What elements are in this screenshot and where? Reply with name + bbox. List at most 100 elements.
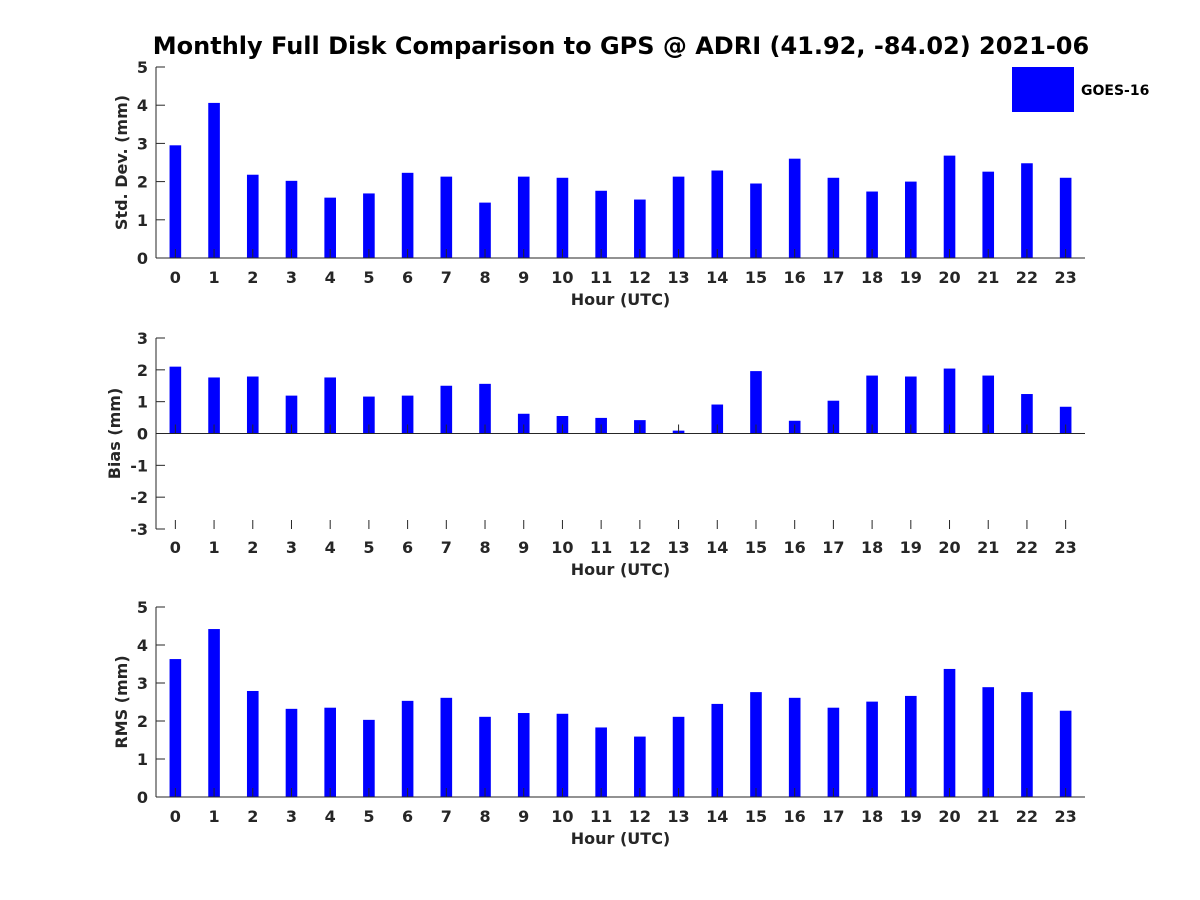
bias-y-tick-label: -2: [130, 488, 148, 507]
rms-y-tick-label: 2: [137, 712, 148, 731]
bias-x-tick-label: 10: [551, 538, 573, 557]
std-dev-bar-hour-21: [982, 171, 995, 258]
std-dev-y-tick-label: 0: [137, 249, 148, 268]
rms-x-tick-label: 10: [551, 807, 573, 826]
rms-x-tick-label: 4: [325, 807, 336, 826]
rms-x-tick-label: 12: [629, 807, 651, 826]
bias-x-tick-label: 0: [170, 538, 181, 557]
rms-x-axis-label: Hour (UTC): [571, 829, 671, 848]
std-dev-x-tick-label: 22: [1016, 268, 1038, 287]
std-dev-bar-hour-16: [788, 158, 801, 258]
std-dev-bar-hour-17: [827, 177, 840, 258]
rms-y-axis-label: RMS (mm): [112, 655, 131, 748]
rms-bar-hour-14: [711, 703, 724, 797]
rms-x-tick-label: 14: [706, 807, 728, 826]
rms-x-tick-label: 2: [247, 807, 258, 826]
bias-x-tick-label: 9: [518, 538, 529, 557]
rms-bar-hour-3: [285, 708, 298, 797]
std-dev-x-tick-label: 4: [325, 268, 336, 287]
rms-x-tick-label: 9: [518, 807, 529, 826]
rms-x-tick-label: 1: [208, 807, 219, 826]
rms-bar-hour-7: [440, 697, 453, 797]
bias-bar-hour-17: [827, 400, 840, 434]
bias-y-tick-label: 3: [137, 329, 148, 348]
rms-x-tick-label: 8: [479, 807, 490, 826]
std-dev-bar-hour-19: [905, 181, 917, 258]
rms-x-tick-label: 11: [590, 807, 612, 826]
bias-x-tick-label: 13: [667, 538, 689, 557]
std-dev-bar-hour-9: [517, 176, 530, 258]
bias-x-tick-label: 14: [706, 538, 728, 557]
rms-bar-hour-16: [788, 697, 801, 797]
rms-x-tick-label: 0: [170, 807, 181, 826]
bias-bar-hour-0: [169, 366, 182, 434]
bias-x-tick-label: 18: [861, 538, 883, 557]
bias-x-tick-label: 11: [590, 538, 612, 557]
bias-bar-hour-20: [943, 368, 956, 434]
bias-bar-hour-5: [363, 396, 375, 434]
std-dev-y-tick-label: 2: [137, 173, 148, 192]
legend-swatch: [1012, 67, 1074, 112]
std-dev-y-tick-label: 3: [137, 134, 148, 153]
std-dev-x-axis-label: Hour (UTC): [571, 290, 671, 309]
rms-y-tick-label: 5: [137, 598, 148, 617]
std-dev-y-tick-label: 5: [137, 58, 148, 77]
bias-bar-hour-1: [208, 377, 220, 434]
bias-x-tick-label: 23: [1055, 538, 1077, 557]
std-dev-x-tick-label: 21: [977, 268, 999, 287]
std-dev-bar-hour-11: [595, 190, 607, 258]
std-dev-x-tick-label: 1: [208, 268, 219, 287]
bias-y-tick-label: -3: [130, 520, 148, 539]
std-dev-x-tick-label: 2: [247, 268, 258, 287]
bias-x-tick-label: 4: [325, 538, 336, 557]
std-dev-bar-hour-5: [363, 193, 375, 258]
bias-y-axis-label: Bias (mm): [105, 388, 124, 480]
std-dev-x-tick-label: 3: [286, 268, 297, 287]
std-dev-bar-hour-13: [672, 176, 685, 258]
std-dev-panel: 0 1 2 3 4 5 6 7 8 9 10 11 12 13 14 15 16 17 18 19 20 21 22 2301…: [112, 58, 1085, 309]
rms-x-tick-label: 22: [1016, 807, 1038, 826]
legend: GOES-16: [1012, 67, 1149, 112]
rms-x-tick-label: 17: [822, 807, 844, 826]
std-dev-bar-hour-0: [169, 145, 182, 258]
std-dev-x-tick-label: 18: [861, 268, 883, 287]
std-dev-x-tick-label: 8: [479, 268, 490, 287]
bias-bar-hour-7: [440, 385, 453, 434]
bias-bar-hour-8: [479, 383, 491, 434]
bias-x-tick-label: 20: [938, 538, 960, 557]
rms-bar-hour-13: [672, 716, 685, 797]
std-dev-bar-hour-15: [750, 183, 762, 258]
std-dev-bar-hour-7: [440, 176, 453, 258]
bias-x-tick-label: 8: [479, 538, 490, 557]
rms-x-tick-label: 19: [900, 807, 922, 826]
bias-x-tick-label: 17: [822, 538, 844, 557]
bias-y-tick-label: 1: [137, 393, 148, 412]
std-dev-bar-hour-4: [324, 197, 336, 258]
std-dev-x-tick-label: 11: [590, 268, 612, 287]
rms-bar-hour-6: [401, 700, 414, 797]
rms-x-tick-label: 20: [938, 807, 960, 826]
std-dev-x-tick-label: 5: [363, 268, 374, 287]
bias-x-tick-label: 2: [247, 538, 258, 557]
bias-x-tick-label: 12: [629, 538, 651, 557]
std-dev-bar-hour-20: [943, 155, 956, 258]
figure-title: Monthly Full Disk Comparison to GPS @ AD…: [153, 32, 1089, 60]
bias-panel: 0 1 2 3 4 5 6 7 8 9 10 11 12 13 14 15 16 17 18 19 20 21 22 23-3…: [105, 329, 1085, 579]
std-dev-x-tick-label: 12: [629, 268, 651, 287]
rms-x-tick-label: 7: [441, 807, 452, 826]
bias-x-tick-label: 6: [402, 538, 413, 557]
rms-y-tick-label: 3: [137, 674, 148, 693]
std-dev-bar-hour-22: [1021, 163, 1033, 258]
std-dev-bar-hour-6: [401, 172, 414, 258]
std-dev-bar-hour-8: [479, 202, 491, 258]
rms-x-tick-label: 3: [286, 807, 297, 826]
rms-bar-hour-9: [517, 713, 530, 797]
rms-bar-hour-5: [363, 719, 375, 797]
bias-y-tick-label: 2: [137, 361, 148, 380]
rms-bar-hour-19: [905, 695, 917, 797]
std-dev-y-tick-label: 1: [137, 211, 148, 230]
rms-x-tick-label: 23: [1055, 807, 1077, 826]
bias-bar-hour-6: [401, 395, 414, 434]
bias-bar-hour-21: [982, 375, 995, 434]
